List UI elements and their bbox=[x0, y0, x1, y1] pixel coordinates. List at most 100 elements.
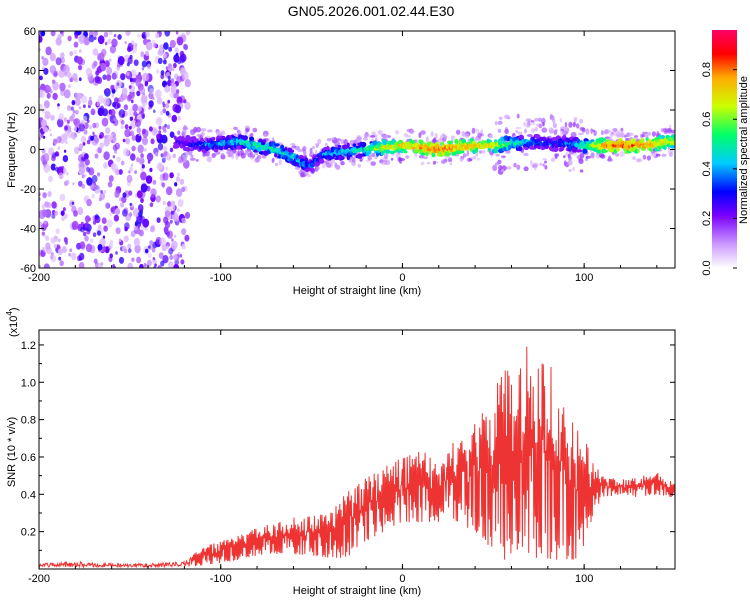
spectrogram-cell bbox=[570, 131, 577, 138]
spectrogram-cell bbox=[332, 153, 336, 158]
colorbar-gradient bbox=[712, 30, 737, 268]
spectrogram-cell bbox=[136, 190, 143, 199]
spectrogram-cell bbox=[181, 186, 186, 192]
spectrogram-cell bbox=[86, 177, 93, 186]
spectrogram-cell bbox=[92, 48, 99, 56]
spectrogram-cell bbox=[63, 237, 68, 243]
spectrogram-cell bbox=[149, 88, 154, 95]
spectrogram-cell bbox=[39, 221, 43, 228]
spectrogram-cell bbox=[202, 152, 206, 157]
spectrogram-cell bbox=[626, 132, 630, 137]
spectrogram-cell bbox=[147, 63, 151, 69]
spectrogram-cell bbox=[128, 85, 132, 89]
spectrogram-cell bbox=[43, 263, 50, 268]
x-tick-label: 100 bbox=[575, 272, 593, 284]
spectrogram-cell bbox=[91, 193, 95, 199]
spectrogram-cell bbox=[169, 219, 173, 224]
spectrogram-cell bbox=[110, 133, 114, 138]
spectrogram-cell bbox=[48, 128, 52, 132]
spectrogram-cell bbox=[71, 131, 77, 140]
spectrogram-cell bbox=[115, 251, 118, 255]
spectrogram-cell bbox=[54, 210, 58, 216]
spectrogram-cell bbox=[79, 49, 82, 53]
spectrogram-cell bbox=[41, 209, 48, 217]
spectrogram-cell bbox=[102, 108, 108, 117]
spectrogram-cell bbox=[136, 214, 143, 224]
spectrogram-cell bbox=[43, 67, 49, 75]
spectrogram-cell bbox=[336, 166, 341, 171]
spectrogram-cell bbox=[46, 92, 51, 99]
spectrogram-cell bbox=[220, 154, 226, 160]
spectrogram-cell bbox=[326, 138, 332, 142]
spectrogram-cell bbox=[290, 143, 296, 146]
spectrogram-cell bbox=[101, 217, 107, 224]
spectrogram-cell bbox=[568, 155, 572, 161]
spectrogram-cell bbox=[160, 153, 164, 158]
spectrogram-cell bbox=[573, 117, 578, 122]
spectrogram-cell bbox=[218, 147, 224, 151]
spectrogram-cell bbox=[183, 44, 189, 51]
spectrogram-cell bbox=[184, 101, 191, 111]
spectrogram-cell bbox=[559, 131, 564, 137]
spectrogram-cell bbox=[572, 122, 576, 128]
spectrogram-cell bbox=[182, 129, 187, 135]
spectrogram-cell bbox=[560, 128, 565, 132]
spectrogram-cell bbox=[58, 113, 64, 121]
spectrogram-cell bbox=[110, 84, 115, 91]
spectrogram-cell bbox=[88, 125, 93, 130]
spectrogram-cell bbox=[129, 130, 135, 137]
spectrogram-cell bbox=[661, 153, 667, 157]
spectrogram-cell bbox=[44, 111, 51, 120]
spectrogram-cell bbox=[141, 34, 146, 39]
spectrogram-cell bbox=[155, 152, 159, 157]
spectrogram-cell bbox=[469, 138, 475, 142]
spectrogram-cell bbox=[118, 109, 126, 118]
spectrogram-cell bbox=[93, 184, 101, 194]
spectrogram-cell bbox=[530, 160, 533, 167]
spectrogram-cell bbox=[138, 157, 145, 165]
spectrogram-cell bbox=[360, 141, 367, 148]
spectrogram-cell bbox=[63, 117, 67, 122]
spectrogram-cell bbox=[542, 122, 545, 127]
spectrogram-cell bbox=[113, 265, 116, 268]
spectrogram-cell bbox=[616, 148, 620, 152]
spectrogram-cell bbox=[184, 234, 190, 242]
spectrogram-cell bbox=[463, 153, 467, 158]
spectrogram-cell bbox=[534, 117, 539, 122]
spectrogram-cell bbox=[165, 103, 170, 109]
spectrogram-cell bbox=[69, 78, 73, 82]
spectrogram-cell bbox=[513, 162, 517, 168]
spectrogram-cell bbox=[473, 138, 478, 142]
spectrogram-cell bbox=[135, 119, 141, 128]
spectrogram-cell bbox=[368, 134, 371, 138]
spectrogram-cell bbox=[280, 144, 285, 150]
spectrogram-cell bbox=[371, 131, 376, 136]
spectrogram-cell bbox=[105, 127, 111, 135]
spectrogram-cell bbox=[41, 56, 44, 60]
spectrogram-cell bbox=[177, 199, 184, 208]
spectrogram-cell bbox=[103, 190, 107, 194]
spectrogram-cell bbox=[164, 31, 171, 37]
spectrogram-cell bbox=[171, 238, 174, 242]
spectrogram-cell bbox=[39, 75, 43, 81]
spectrogram-cell bbox=[78, 35, 85, 45]
snr-x-label: Height of straight line (km) bbox=[293, 585, 421, 597]
spectrogram-cell bbox=[165, 166, 169, 171]
snr-multiplier-close: ) bbox=[8, 307, 20, 311]
spectrogram-cell bbox=[497, 128, 502, 133]
spectrogram-cell bbox=[385, 159, 391, 166]
colorbar-tick-label: 0.0 bbox=[701, 260, 713, 275]
spectrogram-cell bbox=[63, 149, 67, 153]
spectrogram-cell bbox=[211, 136, 216, 141]
spectrogram-cell bbox=[325, 162, 332, 168]
spectrogram-cell bbox=[531, 122, 536, 126]
spectrogram-cell bbox=[579, 118, 583, 124]
spectrogram-cell bbox=[120, 119, 125, 125]
spectrogram-cell bbox=[47, 191, 52, 197]
spectrogram-cell bbox=[173, 215, 179, 222]
spectrogram-cell bbox=[541, 127, 548, 133]
spectrogram-cell bbox=[71, 220, 79, 230]
spectrogram-cell bbox=[487, 147, 492, 153]
spectrogram-cell bbox=[60, 89, 65, 97]
spectrogram-cell bbox=[72, 109, 76, 114]
